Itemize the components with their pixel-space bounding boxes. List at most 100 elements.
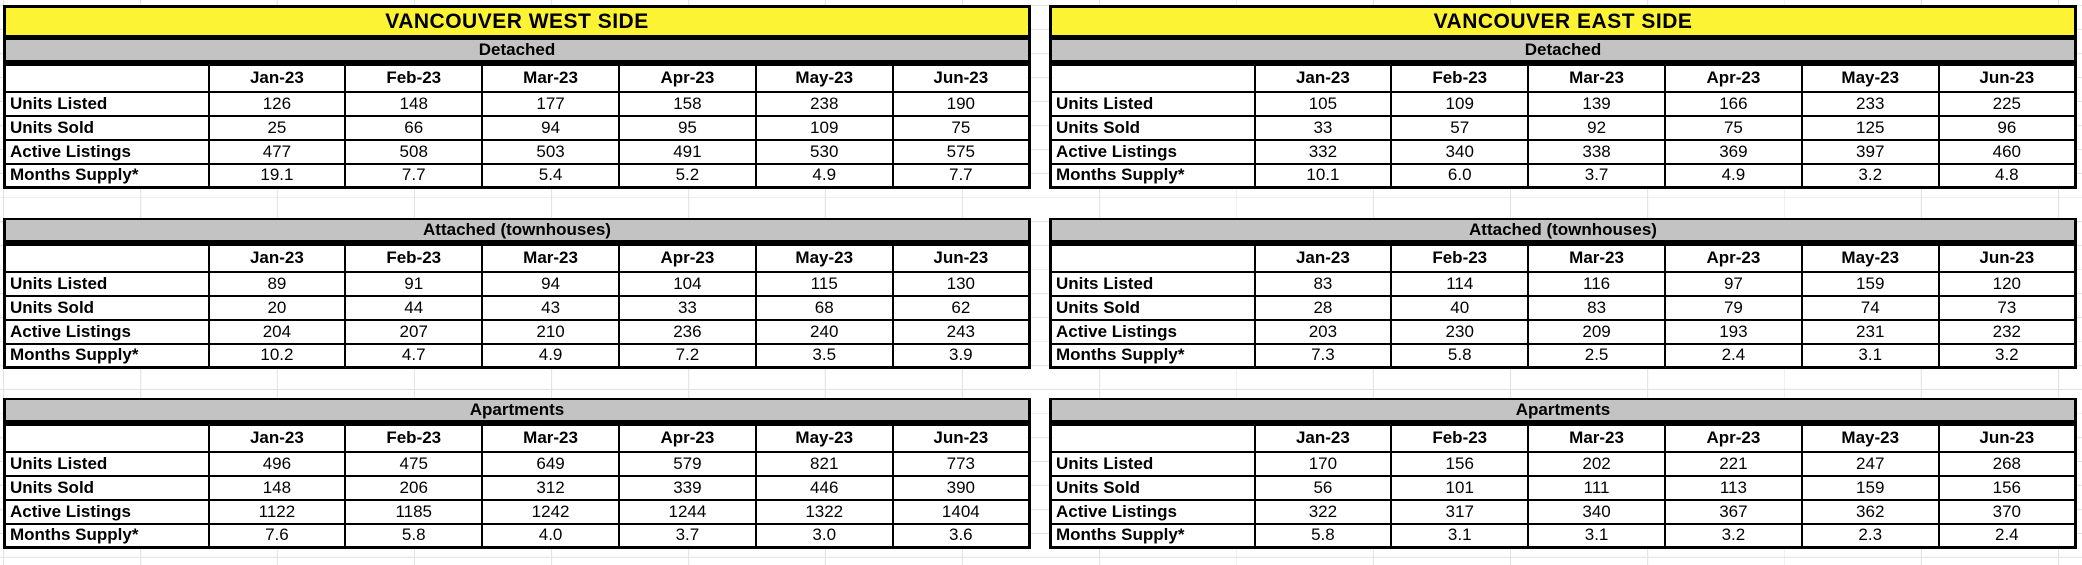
value-cell[interactable]: 40 bbox=[1390, 294, 1530, 321]
value-cell[interactable]: 340 bbox=[1390, 138, 1530, 165]
month-header-cell[interactable]: Mar-23 bbox=[481, 63, 620, 93]
month-header-cell[interactable]: Jun-23 bbox=[891, 63, 1031, 93]
value-cell[interactable]: 111 bbox=[1527, 474, 1666, 501]
value-cell[interactable]: 74 bbox=[1800, 294, 1940, 321]
value-cell[interactable]: 3.1 bbox=[1390, 522, 1530, 549]
value-cell[interactable]: 158 bbox=[617, 90, 757, 117]
value-cell[interactable]: 4.9 bbox=[481, 342, 620, 369]
row-label-cell[interactable]: Units Sold bbox=[1049, 294, 1256, 321]
value-cell[interactable]: 56 bbox=[1253, 474, 1393, 501]
row-label-cell[interactable]: Units Sold bbox=[1049, 114, 1256, 141]
month-header-cell[interactable]: Apr-23 bbox=[617, 423, 757, 453]
month-header-cell[interactable]: Apr-23 bbox=[1663, 63, 1803, 93]
value-cell[interactable]: 7.7 bbox=[891, 162, 1031, 189]
row-label-cell[interactable]: Units Listed bbox=[3, 270, 210, 297]
month-header-cell[interactable]: May-23 bbox=[754, 423, 894, 453]
month-header-cell[interactable]: Feb-23 bbox=[344, 423, 484, 453]
value-cell[interactable]: 322 bbox=[1253, 498, 1393, 525]
value-cell[interactable]: 125 bbox=[1800, 114, 1940, 141]
value-cell[interactable]: 113 bbox=[1663, 474, 1803, 501]
row-label-cell[interactable]: Units Listed bbox=[1049, 270, 1256, 297]
value-cell[interactable]: 503 bbox=[481, 138, 620, 165]
value-cell[interactable]: 238 bbox=[754, 90, 894, 117]
value-cell[interactable]: 3.6 bbox=[891, 522, 1031, 549]
value-cell[interactable]: 3.0 bbox=[754, 522, 894, 549]
value-cell[interactable]: 33 bbox=[1253, 114, 1393, 141]
value-cell[interactable]: 3.9 bbox=[891, 342, 1031, 369]
value-cell[interactable]: 44 bbox=[344, 294, 484, 321]
value-cell[interactable]: 338 bbox=[1527, 138, 1666, 165]
value-cell[interactable]: 773 bbox=[891, 450, 1031, 477]
value-cell[interactable]: 5.8 bbox=[1253, 522, 1393, 549]
month-header-cell[interactable]: Apr-23 bbox=[617, 243, 757, 273]
value-cell[interactable]: 477 bbox=[207, 138, 347, 165]
value-cell[interactable]: 236 bbox=[617, 318, 757, 345]
value-cell[interactable]: 33 bbox=[617, 294, 757, 321]
row-label-cell[interactable]: Months Supply* bbox=[1049, 342, 1256, 369]
value-cell[interactable]: 7.3 bbox=[1253, 342, 1393, 369]
month-header-cell[interactable]: May-23 bbox=[1800, 63, 1940, 93]
month-header-cell[interactable]: Feb-23 bbox=[344, 243, 484, 273]
month-header-cell[interactable]: Feb-23 bbox=[1390, 243, 1530, 273]
corner-cell[interactable] bbox=[1049, 243, 1256, 273]
value-cell[interactable]: 5.2 bbox=[617, 162, 757, 189]
month-header-cell[interactable]: Mar-23 bbox=[1527, 423, 1666, 453]
value-cell[interactable]: 190 bbox=[891, 90, 1031, 117]
value-cell[interactable]: 397 bbox=[1800, 138, 1940, 165]
value-cell[interactable]: 1322 bbox=[754, 498, 894, 525]
value-cell[interactable]: 109 bbox=[754, 114, 894, 141]
value-cell[interactable]: 332 bbox=[1253, 138, 1393, 165]
value-cell[interactable]: 362 bbox=[1800, 498, 1940, 525]
month-header-cell[interactable]: Feb-23 bbox=[1390, 423, 1530, 453]
value-cell[interactable]: 115 bbox=[754, 270, 894, 297]
value-cell[interactable]: 94 bbox=[481, 114, 620, 141]
value-cell[interactable]: 369 bbox=[1663, 138, 1803, 165]
value-cell[interactable]: 207 bbox=[344, 318, 484, 345]
value-cell[interactable]: 579 bbox=[617, 450, 757, 477]
value-cell[interactable]: 390 bbox=[891, 474, 1031, 501]
value-cell[interactable]: 3.2 bbox=[1937, 342, 2077, 369]
value-cell[interactable]: 2.4 bbox=[1937, 522, 2077, 549]
row-label-cell[interactable]: Months Supply* bbox=[1049, 162, 1256, 189]
value-cell[interactable]: 68 bbox=[754, 294, 894, 321]
row-label-cell[interactable]: Units Sold bbox=[1049, 474, 1256, 501]
value-cell[interactable]: 83 bbox=[1253, 270, 1393, 297]
row-label-cell[interactable]: Months Supply* bbox=[3, 342, 210, 369]
value-cell[interactable]: 7.2 bbox=[617, 342, 757, 369]
value-cell[interactable]: 10.2 bbox=[207, 342, 347, 369]
value-cell[interactable]: 156 bbox=[1390, 450, 1530, 477]
value-cell[interactable]: 232 bbox=[1937, 318, 2077, 345]
value-cell[interactable]: 243 bbox=[891, 318, 1031, 345]
month-header-cell[interactable]: Jun-23 bbox=[1937, 243, 2077, 273]
value-cell[interactable]: 57 bbox=[1390, 114, 1530, 141]
value-cell[interactable]: 19.1 bbox=[207, 162, 347, 189]
value-cell[interactable]: 230 bbox=[1390, 318, 1530, 345]
month-header-cell[interactable]: Jun-23 bbox=[891, 243, 1031, 273]
value-cell[interactable]: 4.9 bbox=[1663, 162, 1803, 189]
value-cell[interactable]: 130 bbox=[891, 270, 1031, 297]
row-label-cell[interactable]: Active Listings bbox=[1049, 138, 1256, 165]
value-cell[interactable]: 530 bbox=[754, 138, 894, 165]
value-cell[interactable]: 96 bbox=[1937, 114, 2077, 141]
value-cell[interactable]: 6.0 bbox=[1390, 162, 1530, 189]
value-cell[interactable]: 339 bbox=[617, 474, 757, 501]
value-cell[interactable]: 89 bbox=[207, 270, 347, 297]
value-cell[interactable]: 7.7 bbox=[344, 162, 484, 189]
value-cell[interactable]: 97 bbox=[1663, 270, 1803, 297]
value-cell[interactable]: 312 bbox=[481, 474, 620, 501]
month-header-cell[interactable]: Jun-23 bbox=[1937, 423, 2077, 453]
month-header-cell[interactable]: Mar-23 bbox=[1527, 243, 1666, 273]
value-cell[interactable]: 126 bbox=[207, 90, 347, 117]
row-label-cell[interactable]: Units Sold bbox=[3, 294, 210, 321]
row-label-cell[interactable]: Units Sold bbox=[3, 474, 210, 501]
value-cell[interactable]: 340 bbox=[1527, 498, 1666, 525]
value-cell[interactable]: 475 bbox=[344, 450, 484, 477]
value-cell[interactable]: 193 bbox=[1663, 318, 1803, 345]
month-header-cell[interactable]: Jan-23 bbox=[207, 423, 347, 453]
value-cell[interactable]: 4.9 bbox=[754, 162, 894, 189]
value-cell[interactable]: 120 bbox=[1937, 270, 2077, 297]
month-header-cell[interactable]: Jan-23 bbox=[1253, 63, 1393, 93]
value-cell[interactable]: 4.0 bbox=[481, 522, 620, 549]
value-cell[interactable]: 206 bbox=[344, 474, 484, 501]
value-cell[interactable]: 821 bbox=[754, 450, 894, 477]
